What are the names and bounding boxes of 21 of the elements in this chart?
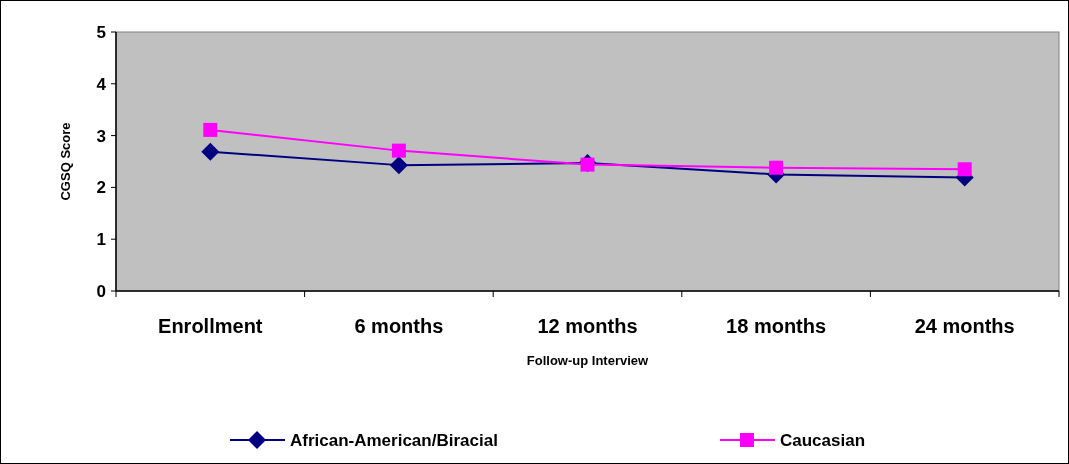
y-tick-label: 2: [96, 178, 106, 198]
y-axis-title: CGSQ Score: [58, 122, 73, 201]
point: [957, 162, 972, 177]
x-tick-label: 24 months: [914, 315, 1015, 337]
point: [203, 122, 218, 137]
x-tick-label: 12 months: [537, 315, 638, 337]
point: [391, 143, 406, 158]
legend-label: African-American/Biracial: [290, 430, 498, 450]
point: [389, 156, 408, 175]
x-tick-label: 18 months: [726, 315, 827, 337]
x-tick-label: Enrollment: [158, 315, 263, 337]
y-tick-label: 3: [96, 126, 106, 146]
point: [769, 160, 784, 175]
x-tick-label: 6 months: [354, 315, 444, 337]
y-tick-label: 1: [96, 230, 106, 250]
y-tick-label: 4: [96, 74, 107, 94]
x-axis-title: Follow-up Interview: [526, 353, 650, 368]
point: [201, 142, 220, 161]
legend-label: Caucasian: [780, 430, 866, 450]
y-tick-label: 5: [96, 22, 106, 42]
y-tick-label: 0: [96, 281, 106, 301]
